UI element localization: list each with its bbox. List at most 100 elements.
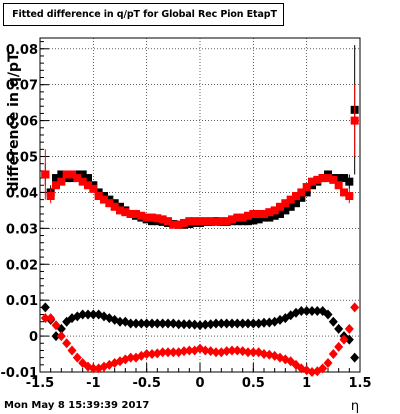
- data-point-square: [190, 217, 199, 226]
- data-point-diamond: [227, 318, 237, 329]
- data-point-diamond: [195, 320, 205, 331]
- data-point-diamond: [126, 352, 136, 363]
- data-point-square: [84, 174, 92, 183]
- data-point-diamond: [248, 347, 258, 358]
- data-point-square: [62, 170, 71, 179]
- data-point-square: [334, 174, 343, 183]
- data-point-diamond: [323, 309, 333, 320]
- data-point-square: [142, 213, 151, 222]
- y-tick-label: 0.08: [6, 43, 38, 58]
- data-point-diamond: [339, 334, 349, 345]
- data-point-square: [345, 177, 354, 186]
- x-tick-label: 0.5: [242, 376, 265, 391]
- data-point-square: [350, 116, 359, 125]
- data-point-diamond: [259, 349, 269, 360]
- data-point-square: [100, 195, 108, 204]
- data-point-square: [292, 199, 300, 208]
- data-point-square: [233, 213, 242, 222]
- data-point-diamond: [190, 319, 200, 330]
- data-point-diamond: [142, 349, 152, 360]
- data-point-diamond: [328, 349, 338, 360]
- data-point-square: [137, 211, 146, 220]
- data-point-diamond: [46, 313, 56, 324]
- data-point-square: [228, 215, 236, 224]
- data-point-diamond: [179, 346, 189, 357]
- axis-ticks: [39, 41, 361, 373]
- y-tick-label: 0.05: [6, 151, 38, 166]
- data-point-square: [238, 213, 247, 222]
- data-point-diamond: [232, 318, 242, 329]
- data-point-square: [153, 214, 162, 223]
- data-point-diamond: [200, 319, 210, 330]
- data-point-diamond: [184, 319, 194, 330]
- data-point-square: [249, 209, 258, 218]
- data-point-square: [302, 188, 311, 197]
- data-point-square: [57, 170, 66, 179]
- data-point-diamond: [264, 317, 274, 328]
- data-point-diamond: [312, 305, 322, 316]
- data-point-square: [94, 192, 103, 201]
- data-point-square: [222, 217, 231, 226]
- y-tick-label: -0.01: [1, 366, 38, 381]
- data-point-diamond: [200, 345, 210, 356]
- data-point-diamond: [350, 352, 360, 363]
- data-point-square: [270, 206, 279, 215]
- data-point-diamond: [147, 349, 157, 360]
- data-point-square: [249, 216, 258, 225]
- data-point-square: [254, 215, 263, 224]
- data-point-square: [132, 209, 140, 218]
- data-point-diamond: [163, 318, 173, 329]
- tick-labels: -1.5 -1 -0.5 0 0.5 1 1.5 -0.01 0 0.01 0.02 0.03 0.04…: [1, 43, 372, 391]
- data-point-square: [201, 217, 210, 226]
- y-tick-label: 0.04: [6, 186, 38, 201]
- data-point-diamond: [62, 338, 72, 349]
- data-point-diamond: [259, 317, 269, 328]
- data-point-diamond: [163, 347, 173, 358]
- data-point-square: [340, 174, 348, 183]
- data-point-square: [57, 177, 66, 186]
- data-point-diamond: [40, 313, 50, 324]
- data-point-square: [196, 217, 204, 226]
- data-point-square: [308, 177, 316, 186]
- data-point-square: [110, 202, 119, 211]
- data-point-diamond: [344, 334, 354, 345]
- data-point-diamond: [211, 347, 221, 358]
- data-point-square: [116, 206, 124, 215]
- data-point-diamond: [216, 318, 226, 329]
- data-point-square: [318, 174, 327, 183]
- data-point-square: [206, 217, 215, 226]
- data-point-square: [340, 188, 348, 197]
- data-point-diamond: [147, 318, 157, 329]
- data-point-square: [302, 183, 311, 192]
- data-point-square: [89, 184, 98, 193]
- y-tick-label: 0.07: [6, 79, 38, 94]
- data-point-square: [52, 181, 60, 190]
- data-point-diamond: [318, 363, 328, 374]
- data-point-diamond: [174, 319, 184, 330]
- data-point-square: [185, 217, 194, 226]
- data-point-square: [52, 174, 60, 183]
- data-point-square: [334, 181, 343, 190]
- data-point-square: [180, 218, 188, 227]
- data-point-square: [78, 177, 87, 186]
- data-point-square: [260, 209, 268, 218]
- data-point-diamond: [248, 318, 258, 329]
- data-point-square: [244, 211, 252, 220]
- x-tick-label: -1: [86, 376, 100, 391]
- data-point-diamond: [307, 305, 317, 316]
- data-point-square: [270, 211, 279, 220]
- data-point-square: [41, 170, 50, 179]
- data-point-square: [276, 209, 284, 218]
- data-point-diamond: [56, 331, 66, 342]
- chart-title: Fitted difference in q/pT for Global Rec…: [12, 9, 277, 20]
- data-point-square: [286, 195, 295, 204]
- data-point-diamond: [344, 323, 354, 334]
- data-point-diamond: [88, 309, 98, 320]
- data-point-diamond: [243, 347, 253, 358]
- data-point-diamond: [206, 319, 216, 330]
- data-point-square: [281, 199, 290, 208]
- data-point-diamond: [334, 341, 344, 352]
- data-point-square: [329, 175, 338, 184]
- data-point-diamond: [168, 318, 178, 329]
- data-point-square: [212, 217, 220, 226]
